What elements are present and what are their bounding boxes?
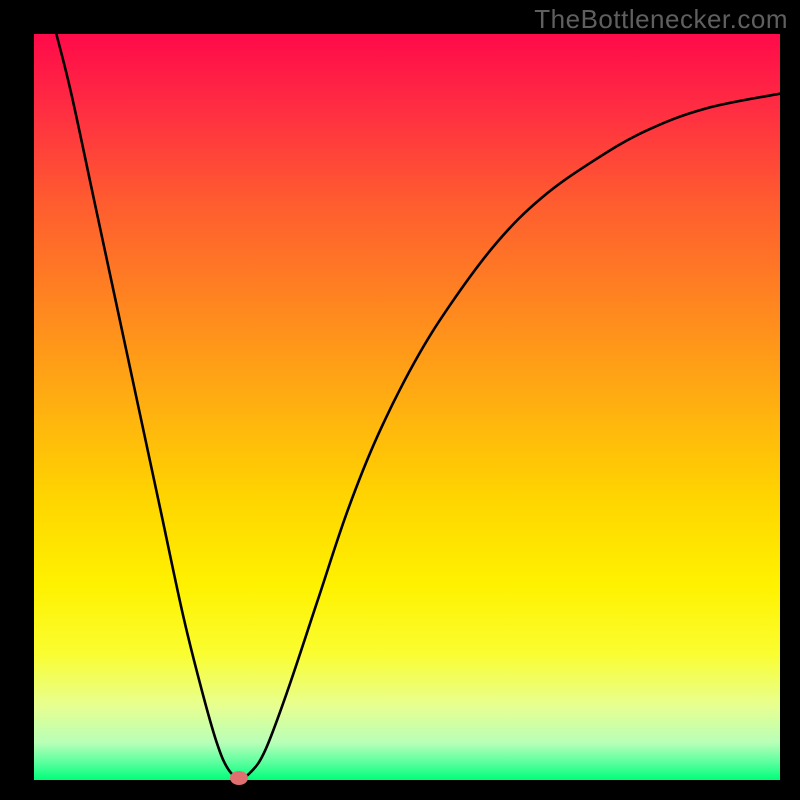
plot-area bbox=[34, 34, 780, 780]
watermark-text: TheBottlenecker.com bbox=[534, 4, 788, 35]
chart-container: TheBottlenecker.com bbox=[0, 0, 800, 800]
bottleneck-curve bbox=[34, 34, 780, 780]
optimal-point-marker bbox=[230, 771, 248, 785]
